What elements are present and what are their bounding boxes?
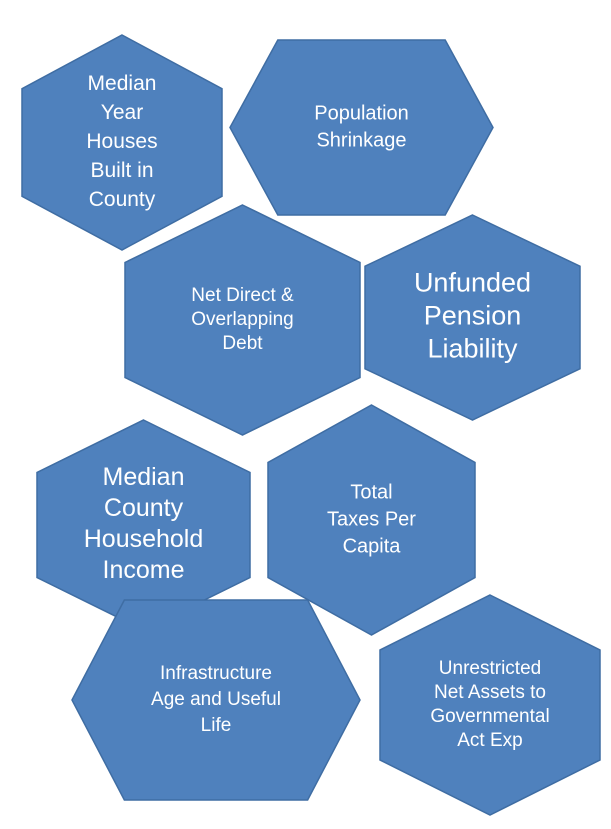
hexagon-label: Act Exp xyxy=(457,730,522,751)
hexagon-label: Household xyxy=(84,525,204,553)
hexagon-label: Governmental xyxy=(430,706,549,727)
hexagon-label: Debt xyxy=(222,333,263,354)
hexagon xyxy=(21,34,223,251)
hexagon xyxy=(124,204,361,436)
hexagon-label: Life xyxy=(201,715,232,736)
hexagon xyxy=(364,214,581,421)
hexagon-label: Year xyxy=(101,101,143,124)
hexagon-label: Population xyxy=(314,102,409,124)
hexagon xyxy=(229,39,494,216)
hexagon-label: Houses xyxy=(86,130,157,153)
hexagon-label: Median xyxy=(103,463,185,491)
hexagon-label: Net Direct & xyxy=(191,285,294,306)
hexagon-label: Median xyxy=(88,72,157,95)
hexagon-label: Income xyxy=(103,556,185,584)
hexagon-label: Age and Useful xyxy=(151,689,281,710)
hexagon-label: Unfunded xyxy=(414,268,531,298)
hexagon-label: County xyxy=(104,494,184,522)
hexagon-label: Built in xyxy=(90,159,153,182)
hexagon-label: Infrastructure xyxy=(160,663,272,684)
hexagon xyxy=(71,599,361,801)
hexagon-label: Unrestricted xyxy=(439,658,541,679)
hexagon xyxy=(379,594,601,816)
hexagon-label: Taxes Per xyxy=(327,508,416,530)
hexagon-label: Pension xyxy=(424,301,522,331)
hexagon-label: Capita xyxy=(343,535,402,557)
hexagon-label: Liability xyxy=(427,334,518,364)
hexagon-label: Net Assets to xyxy=(434,682,546,703)
hexagon-label: Total xyxy=(350,481,392,503)
hexagon-label: Shrinkage xyxy=(316,129,406,151)
hexagon xyxy=(267,404,476,636)
hexagon-label: Overlapping xyxy=(191,309,293,330)
hexagon-label: County xyxy=(89,188,156,211)
